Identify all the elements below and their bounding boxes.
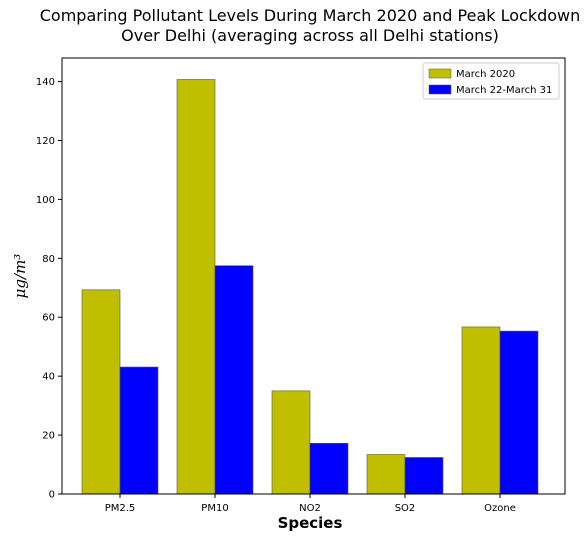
bar-march-22-31-so2 bbox=[404, 457, 444, 495]
bar-march-2020-pm25 bbox=[81, 289, 121, 495]
legend-label-march-2020: March 2020 bbox=[456, 69, 515, 80]
bar-march-2020-pm10 bbox=[176, 79, 216, 495]
legend: March 2020 March 22-March 31 bbox=[422, 62, 560, 100]
bar-march-2020-ozone bbox=[461, 326, 501, 495]
y-tick-label: 120 bbox=[36, 136, 55, 147]
y-tick-label: 0 bbox=[49, 490, 55, 501]
y-axis-label: μg/m³ bbox=[11, 254, 29, 299]
bar-march-22-31-pm10 bbox=[214, 265, 254, 495]
legend-label-march-22-31: March 22-March 31 bbox=[456, 85, 552, 96]
bar-march-2020-so2 bbox=[366, 454, 406, 495]
bars-group bbox=[81, 79, 539, 495]
y-tick-label: 140 bbox=[36, 77, 55, 88]
x-axis-ticks: PM2.5 PM10 NO2 SO2 Ozone bbox=[105, 494, 516, 514]
y-tick-label: 100 bbox=[36, 195, 55, 206]
bar-march-22-31-pm25 bbox=[119, 366, 159, 495]
x-tick-label: PM2.5 bbox=[105, 503, 136, 514]
legend-swatch-march-22-31 bbox=[428, 84, 452, 95]
x-tick-label: Ozone bbox=[484, 503, 516, 514]
legend-swatch-march-2020 bbox=[428, 68, 452, 79]
chart-title-line-1: Comparing Pollutant Levels During March … bbox=[40, 6, 581, 25]
bar-march-2020-no2 bbox=[271, 390, 311, 495]
y-tick-label: 80 bbox=[42, 254, 55, 265]
x-axis-label: Species bbox=[278, 514, 343, 532]
plot-frame bbox=[61, 57, 566, 495]
x-tick-label: NO2 bbox=[299, 503, 321, 514]
chart-title-line-2: Over Delhi (averaging across all Delhi s… bbox=[121, 26, 499, 45]
x-tick-label: PM10 bbox=[201, 503, 228, 514]
bar-march-22-31-ozone bbox=[499, 330, 539, 495]
y-tick-label: 20 bbox=[42, 431, 55, 442]
y-axis-ticks: 0 20 40 60 80 100 120 140 bbox=[36, 77, 62, 501]
legend-box bbox=[422, 62, 560, 100]
x-tick-label: SO2 bbox=[395, 503, 416, 514]
y-tick-label: 40 bbox=[42, 372, 55, 383]
y-tick-label: 60 bbox=[42, 313, 55, 324]
bar-march-22-31-no2 bbox=[309, 443, 349, 495]
